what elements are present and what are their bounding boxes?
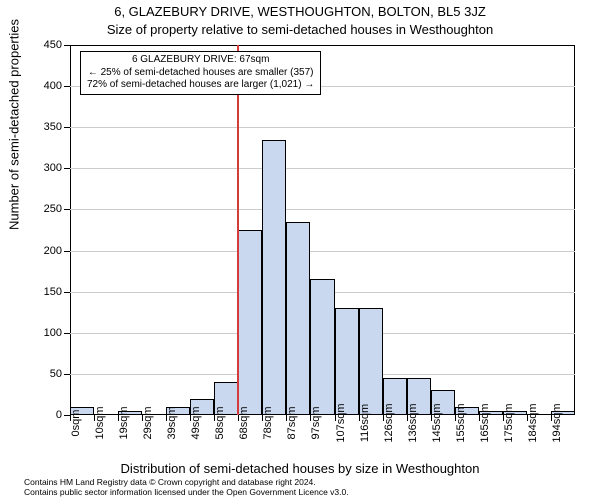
x-tick-label: 116sqm <box>359 404 371 442</box>
grid-line <box>70 209 575 210</box>
y-tick-label: 0 <box>56 409 62 421</box>
y-tick-label: 50 <box>50 368 62 380</box>
y-tick-label: 300 <box>44 162 62 174</box>
x-tick-label: 97sqm <box>310 406 322 439</box>
legend-line3: 72% of semi-detached houses are larger (… <box>87 79 314 92</box>
y-tick-label: 150 <box>44 286 62 298</box>
histogram-bar <box>359 308 383 415</box>
x-tick-label: 49sqm <box>190 406 202 439</box>
x-tick-label: 78sqm <box>262 406 274 439</box>
y-tick <box>64 45 70 46</box>
x-tick-label: 145sqm <box>431 403 443 442</box>
x-tick-label: 87sqm <box>286 406 298 439</box>
x-tick-label: 155sqm <box>455 403 467 442</box>
grid-line <box>70 168 575 169</box>
y-tick <box>64 333 70 334</box>
y-tick-label: 200 <box>44 245 62 257</box>
y-tick-label: 400 <box>44 80 62 92</box>
y-tick-label: 250 <box>44 203 62 215</box>
y-tick <box>64 209 70 210</box>
x-tick-label: 165sqm <box>479 403 491 442</box>
histogram-bar <box>286 222 310 415</box>
legend-box: 6 GLAZEBURY DRIVE: 67sqm← 25% of semi-de… <box>80 51 321 95</box>
footer-line2: Contains public sector information licen… <box>24 488 349 498</box>
y-tick <box>64 86 70 87</box>
chart-title-line1: 6, GLAZEBURY DRIVE, WESTHOUGHTON, BOLTON… <box>0 4 600 19</box>
x-tick-label: 136sqm <box>407 403 419 442</box>
x-tick-label: 58sqm <box>214 406 226 439</box>
x-axis-label: Distribution of semi-detached houses by … <box>0 461 600 476</box>
plot-area: 0501001502002503003504004500sqm10sqm19sq… <box>70 45 575 415</box>
axis-border-left <box>70 45 71 415</box>
histogram-bar <box>238 230 262 415</box>
x-tick-label: 0sqm <box>70 410 82 437</box>
footer-credits: Contains HM Land Registry data © Crown c… <box>24 478 349 498</box>
x-tick-label: 107sqm <box>335 403 347 442</box>
x-tick-label: 10sqm <box>94 406 106 439</box>
y-axis-label: Number of semi-detached properties <box>7 19 22 230</box>
x-tick-label: 68sqm <box>238 406 250 439</box>
y-tick-label: 350 <box>44 121 62 133</box>
x-tick-label: 184sqm <box>527 403 539 442</box>
axis-border-top <box>70 45 575 46</box>
x-tick-label: 194sqm <box>551 403 563 442</box>
chart-title-line2: Size of property relative to semi-detach… <box>0 22 600 37</box>
property-marker-line <box>237 45 239 415</box>
y-tick-label: 100 <box>44 327 62 339</box>
grid-line <box>70 251 575 252</box>
y-tick <box>64 251 70 252</box>
y-tick-label: 450 <box>44 39 62 51</box>
y-tick <box>64 127 70 128</box>
grid-line <box>70 127 575 128</box>
histogram-bar <box>335 308 359 415</box>
x-tick-label: 29sqm <box>142 406 154 439</box>
chart-container: 6, GLAZEBURY DRIVE, WESTHOUGHTON, BOLTON… <box>0 0 600 500</box>
x-tick-label: 126sqm <box>383 403 395 442</box>
x-tick-label: 39sqm <box>166 406 178 439</box>
legend-line2: ← 25% of semi-detached houses are smalle… <box>87 67 314 80</box>
legend-line1: 6 GLAZEBURY DRIVE: 67sqm <box>87 54 314 67</box>
x-tick-label: 175sqm <box>503 403 515 442</box>
y-tick <box>64 292 70 293</box>
y-tick <box>64 168 70 169</box>
histogram-bar <box>262 140 286 415</box>
histogram-bar <box>310 279 334 415</box>
y-tick <box>64 374 70 375</box>
axis-border-right <box>574 45 575 415</box>
x-tick-label: 19sqm <box>118 406 130 439</box>
